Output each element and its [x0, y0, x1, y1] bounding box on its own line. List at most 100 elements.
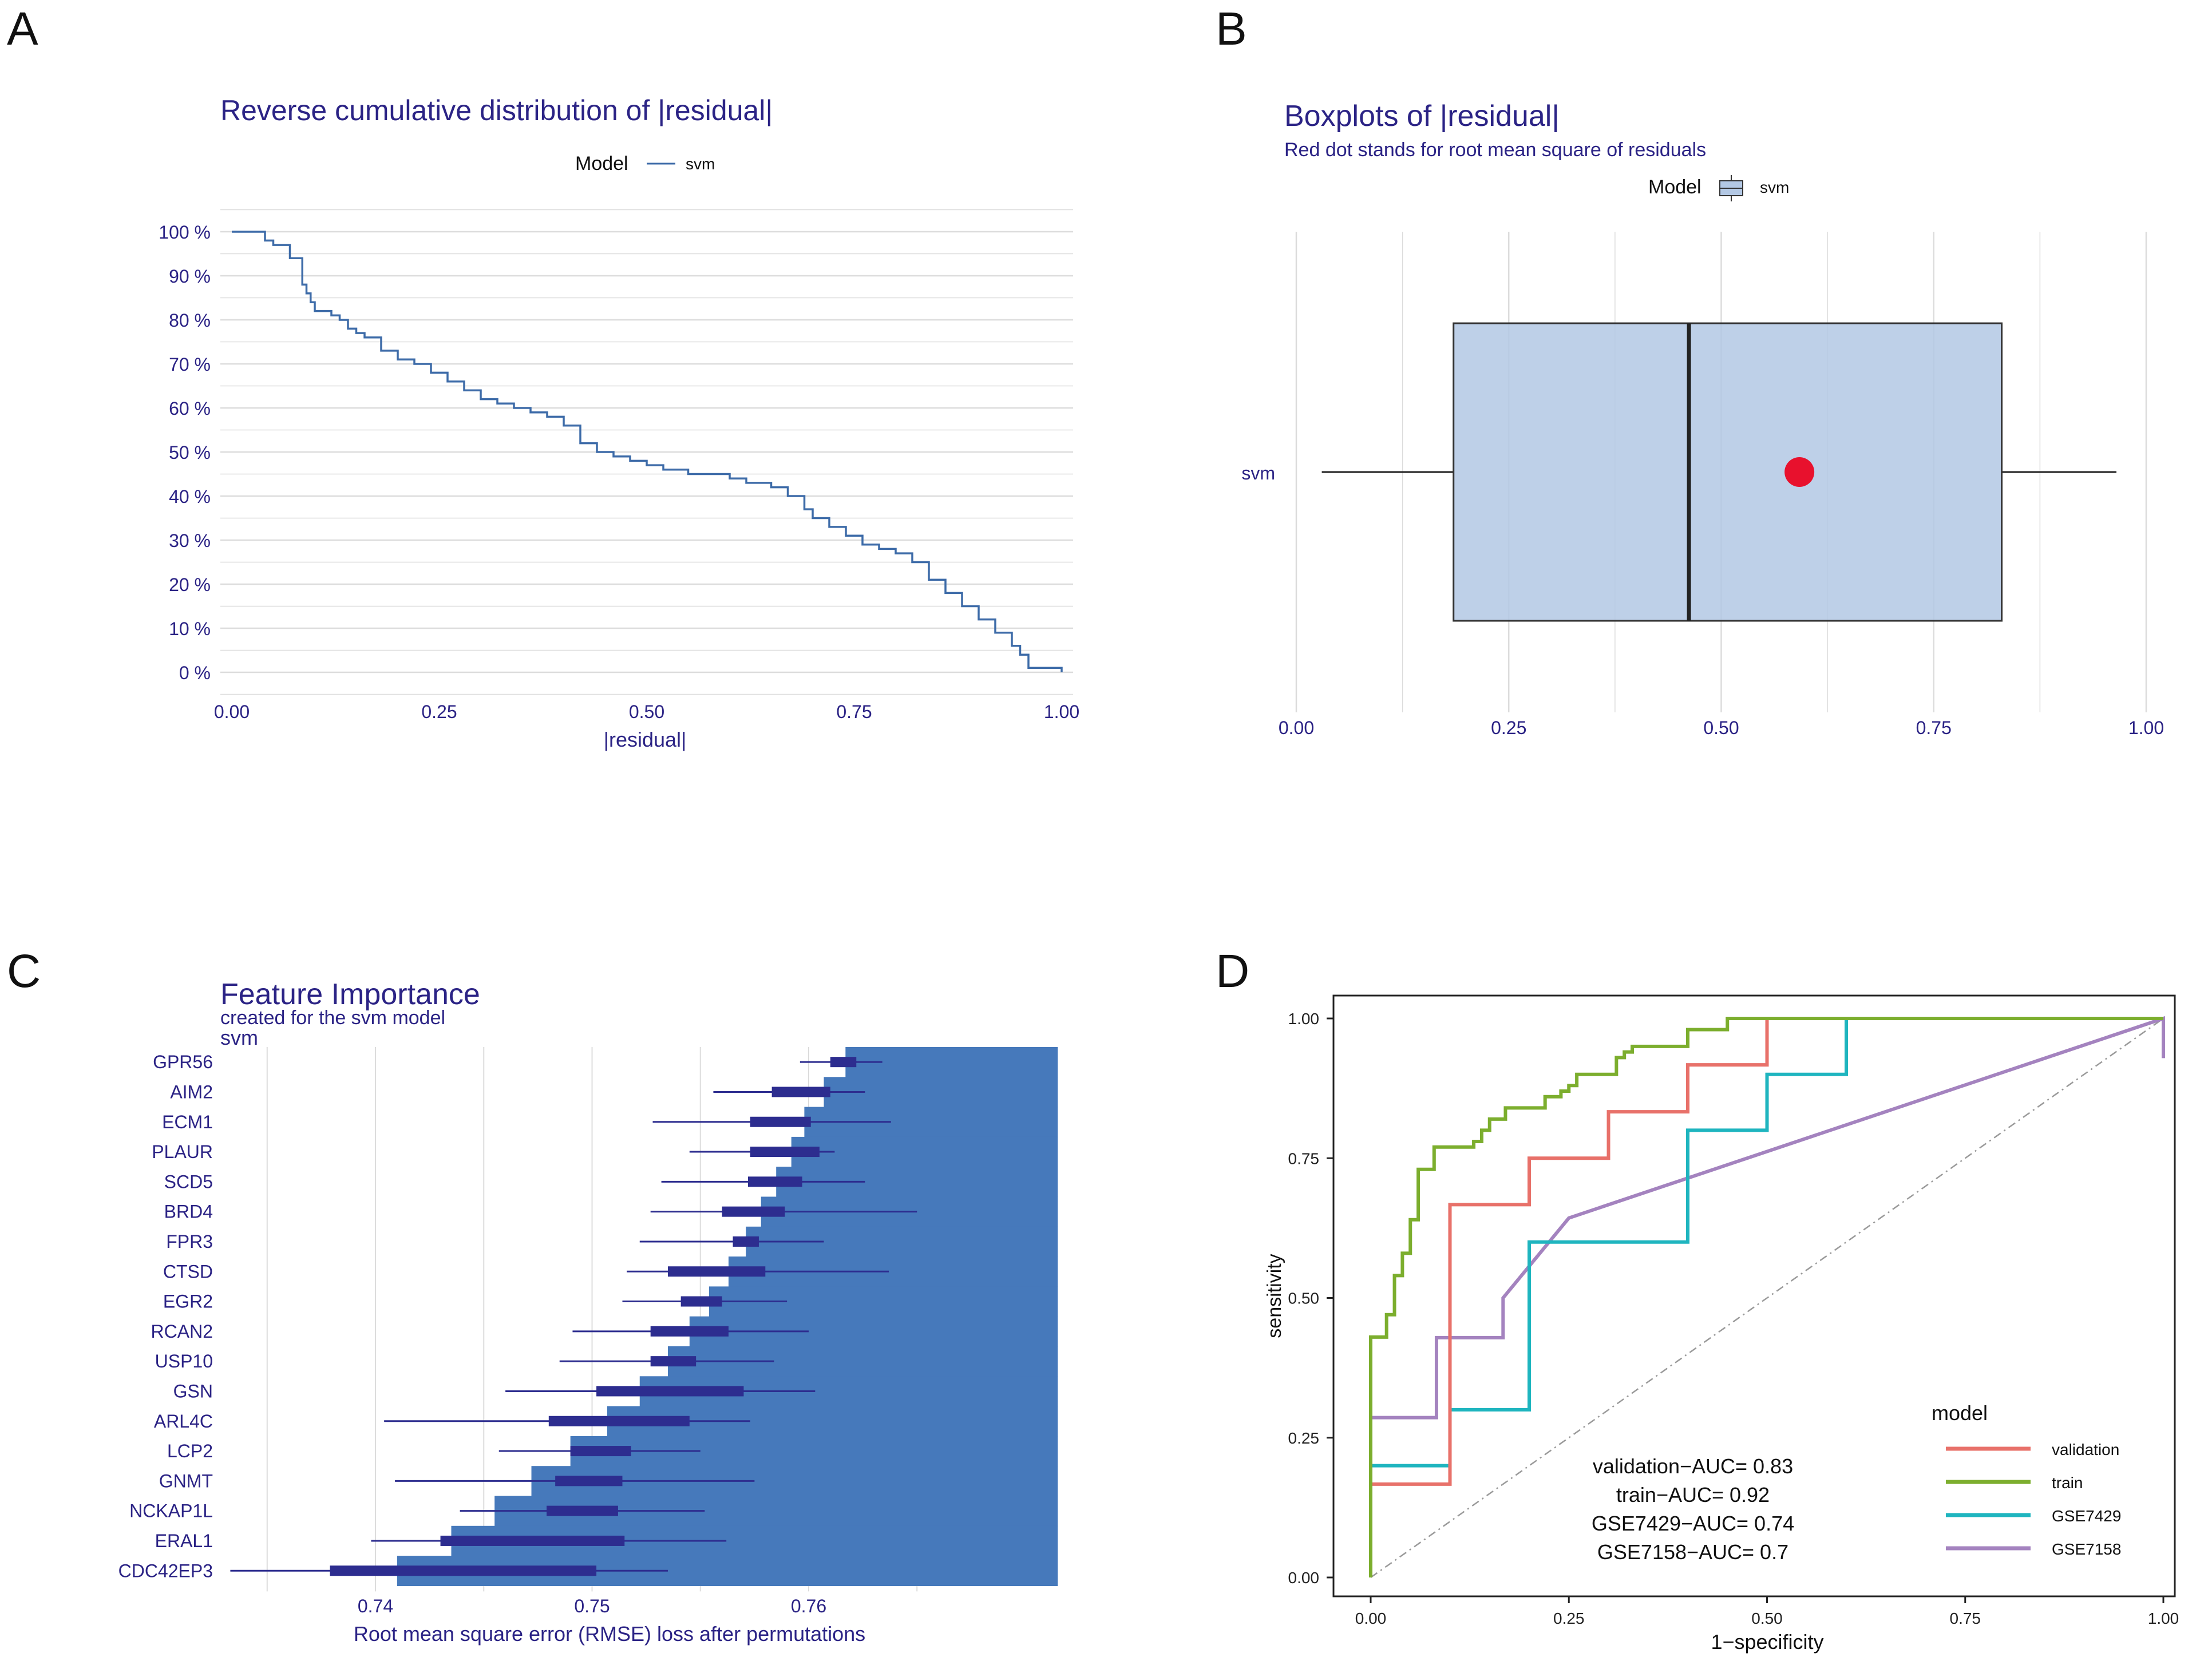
panel-b-x-tick-label: 0.25: [1491, 717, 1526, 738]
panel-d-auc-gse7429: GSE7429−AUC= 0.74: [1592, 1512, 1794, 1535]
panel-a-legend-title: Model: [575, 153, 628, 175]
panel-d-auc-validation: validation−AUC= 0.83: [1593, 1454, 1793, 1478]
panel-c-box-gpr56: [830, 1057, 857, 1068]
panel-a-x-tick-label: 0.50: [629, 701, 664, 722]
panel-b-category-label: svm: [1241, 463, 1275, 483]
panel-d-legend-validation: validation: [2052, 1441, 2119, 1458]
panel-a-gridlines: [220, 209, 1073, 695]
panel-c-feature-label: USP10: [155, 1351, 213, 1371]
panel-a-x-tick-label: 0.25: [421, 701, 457, 722]
panel-c-box-arl4c: [548, 1416, 690, 1426]
panel-a-y-ticks: 0 % 10 % 20 % 30 % 40 % 50 % 60 % 70 % 80 % 90 % 1…: [159, 222, 211, 683]
panel-c-box-rcan2: [650, 1326, 729, 1337]
panel-c-box-fpr3: [733, 1236, 759, 1247]
panel-a-y-tick-label: 60 %: [169, 398, 211, 419]
panel-c-chart: Feature Importance created for the svm m…: [118, 978, 1058, 1646]
panel-c-box-egr2: [680, 1296, 722, 1307]
panel-c-feature-label: GPR56: [153, 1052, 213, 1072]
panel-c-subtitle: created for the svm model: [220, 1007, 445, 1029]
panel-c-x-tick-label: 0.76: [791, 1596, 826, 1616]
panel-c-box-scd5: [748, 1176, 802, 1187]
panel-c-box-eral1: [440, 1535, 625, 1546]
panel-a-x-tick-label: 0.75: [836, 701, 872, 722]
panel-a-y-tick-label: 90 %: [169, 266, 211, 287]
panel-c-feature-label: BRD4: [164, 1202, 213, 1222]
panel-c-box-gsn: [596, 1386, 744, 1397]
panel-c-feature-label: PLAUR: [152, 1141, 213, 1162]
panel-c-feature-label: CDC42EP3: [118, 1560, 213, 1581]
panel-b-legend-title: Model: [1648, 176, 1701, 198]
panel-a-y-tick-label: 10 %: [169, 619, 211, 639]
panel-c-feature-label: ECM1: [162, 1112, 213, 1132]
panel-letter-b: B: [1216, 3, 1247, 55]
panel-d-roc-line-train: [1369, 1017, 2163, 1577]
panel-a-legend-label: svm: [686, 155, 715, 173]
panel-b-x-ticks: 0.00 0.25 0.50 0.75 1.00: [1279, 717, 2164, 738]
panel-c-title: Feature Importance: [220, 978, 480, 1011]
panel-c-box-cdc42ep3: [330, 1565, 597, 1576]
panel-c-feature-label: NCKAP1L: [129, 1501, 213, 1521]
panel-b-x-tick-label: 0.50: [1703, 717, 1739, 738]
panel-letter-d: D: [1216, 945, 1249, 997]
panel-a-y-tick-label: 30 %: [169, 530, 211, 551]
panel-b-subtitle: Red dot stands for root mean square of r…: [1284, 139, 1706, 161]
panel-a-y-tick-label: 70 %: [169, 354, 211, 375]
panel-letter-a: A: [7, 3, 38, 55]
panel-c-feature-label: LCP2: [167, 1441, 213, 1461]
panel-b-legend-label: svm: [1760, 179, 1789, 196]
panel-b-legend-key: [1719, 175, 1743, 201]
panel-b-x-tick-label: 1.00: [2128, 717, 2164, 738]
panel-d-roc-line-gse7158: [1369, 1016, 2165, 1577]
panel-a-x-label: |residual|: [604, 728, 687, 751]
panel-a-title: Reverse cumulative distribution of |resi…: [220, 94, 773, 126]
panel-c-feature-label: AIM2: [170, 1081, 213, 1102]
panel-c-feature-label: GNMT: [159, 1470, 213, 1491]
panel-c-model-label: svm: [220, 1026, 258, 1049]
panel-letter-c: C: [7, 945, 41, 997]
panel-c-feature-label: RCAN2: [151, 1321, 213, 1342]
panel-b-title: Boxplots of |residual|: [1284, 100, 1560, 133]
panel-a-chart: Reverse cumulative distribution of |resi…: [159, 94, 1079, 751]
panel-c-x-label: Root mean square error (RMSE) loss after…: [354, 1622, 865, 1646]
panel-c-box-gnmt: [555, 1476, 623, 1486]
panel-d-y-tick-label: 0.00: [1288, 1569, 1320, 1587]
panel-c-x-tick-label: 0.74: [358, 1596, 393, 1616]
panel-c-feature-label: FPR3: [166, 1231, 213, 1252]
panel-a-x-tick-label: 0.00: [214, 701, 250, 722]
panel-c-box-lcp2: [570, 1446, 631, 1457]
panel-d-roc-line-validation: [1369, 1017, 2163, 1577]
panel-a-y-tick-label: 50 %: [169, 442, 211, 463]
panel-b-rms-dot: [1784, 457, 1815, 487]
panel-d-roc-curves: [1369, 1016, 2165, 1579]
panel-d-x-tick-label: 0.00: [1355, 1610, 1387, 1627]
panel-d-x-tick-label: 0.50: [1751, 1610, 1783, 1627]
panel-a-y-tick-label: 80 %: [169, 310, 211, 331]
panel-a-x-ticks: 0.00 0.25 0.50 0.75 1.00: [214, 701, 1079, 722]
panel-d-y-tick-label: 0.25: [1288, 1429, 1320, 1447]
panel-b-chart: Boxplots of |residual| Red dot stands fo…: [1241, 100, 2164, 738]
panel-d-chart: 0.00 0.25 0.50 0.75 1.00 0.00 0.25 0.50 0.75 1.0…: [1264, 994, 2179, 1654]
panel-c-feature-label: ARL4C: [154, 1411, 213, 1432]
panel-d-y-tick-label: 0.75: [1288, 1149, 1320, 1167]
panel-d-x-tick-label: 0.75: [1950, 1610, 1981, 1627]
panel-c-bars: [397, 1047, 1058, 1586]
panel-d-legend-title: model: [1932, 1401, 1988, 1425]
panel-d-roc-line-diagonal: [1370, 1017, 2164, 1579]
panel-c-box-plaur: [750, 1147, 820, 1157]
panel-a-svm-line: [232, 231, 1063, 672]
panel-d-legend: model validation train GSE7429 GSE7158: [1932, 1401, 2121, 1558]
panel-a-y-tick-label: 20 %: [169, 574, 211, 595]
panel-d-legend-gse7429: GSE7429: [2052, 1507, 2121, 1525]
panel-c-feature-labels: GPR56 AIM2 ECM1 PLAUR SCD5 BRD4 FPR3 CTSD EGR2 RC…: [118, 1052, 213, 1581]
panel-c-box-nckap1l: [547, 1505, 618, 1516]
panel-c-box-aim2: [771, 1087, 830, 1097]
panel-d-y-tick-label: 0.50: [1288, 1290, 1320, 1307]
panel-b-x-tick-label: 0.00: [1279, 717, 1314, 738]
panel-c-feature-label: EGR2: [163, 1291, 213, 1312]
panel-d-y-label: sensitivity: [1264, 1254, 1285, 1338]
panel-b-box: [1453, 322, 2003, 622]
panel-c-feature-label: ERAL1: [155, 1531, 213, 1551]
panel-c-box-usp10: [650, 1356, 697, 1367]
panel-a-x-tick-label: 1.00: [1044, 701, 1079, 722]
panel-c-box-ecm1: [750, 1116, 811, 1127]
